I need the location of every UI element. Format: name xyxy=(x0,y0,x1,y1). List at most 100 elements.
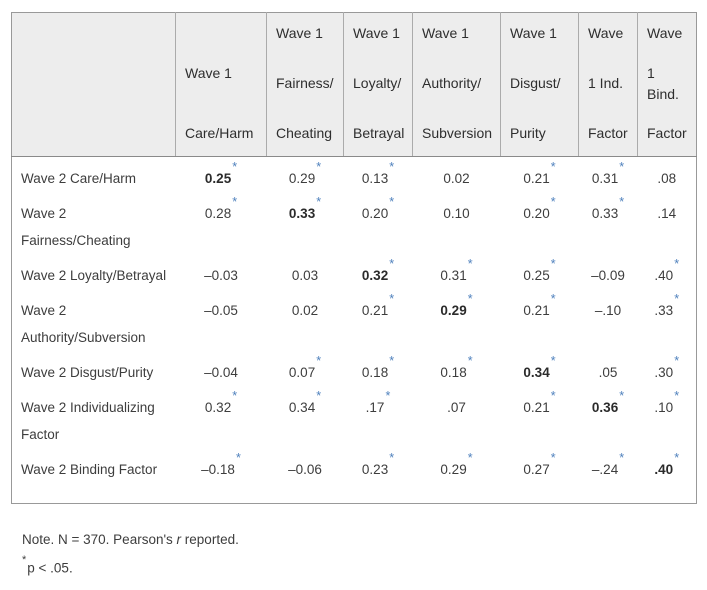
significance-star: * xyxy=(550,388,556,403)
significance-star: * xyxy=(674,353,680,368)
significance-star: * xyxy=(550,256,556,271)
correlation-cell: –.24* xyxy=(579,448,638,504)
correlation-cell: –0.03 xyxy=(176,254,267,289)
column-header-text: Wave 1 Ind. Factor xyxy=(588,23,633,144)
significance-star: * xyxy=(674,450,680,465)
correlation-value: 0.18 xyxy=(440,365,467,380)
table-row: Wave 2 Authority/Subversion –0.05 0.02 0.21… xyxy=(12,289,697,351)
row-label: Wave 2 Authority/Subversion xyxy=(21,303,146,345)
column-header-wave1-authority-subversion: Wave 1 Authority/Subversion xyxy=(412,12,501,157)
column-header-wave1-individualizing-factor: Wave 1 Ind. Factor xyxy=(578,12,638,157)
row-label: Wave 2 Disgust/Purity xyxy=(21,365,154,380)
correlation-cell: 0.29* xyxy=(267,157,344,193)
row-label: Wave 2 Care/Harm xyxy=(21,171,137,186)
correlation-value: .14 xyxy=(657,206,677,221)
column-header-text: Wave 1 Care/Harm xyxy=(185,23,262,144)
header-line-group: Purity xyxy=(510,125,546,141)
correlation-cell: –0.18* xyxy=(176,448,267,504)
correlation-cell: –0.04 xyxy=(176,351,267,386)
column-header-text: Wave 1 Loyalty/Betrayal xyxy=(353,23,408,144)
correlation-value: 0.29 xyxy=(288,171,316,186)
correlation-value: 0.36 xyxy=(591,400,619,415)
header-line-group: Factor xyxy=(588,125,628,141)
header-line-group: Cheating xyxy=(276,125,333,141)
correlation-cell: 0.27* xyxy=(501,448,579,504)
header-line-group: Wave 1 xyxy=(185,64,232,81)
correlation-cell: 0.21* xyxy=(501,386,579,448)
correlation-value: 0.34 xyxy=(288,400,316,415)
header-line-group: Loyalty/ xyxy=(353,75,402,91)
correlation-value: 0.33 xyxy=(288,206,316,221)
correlation-value: .08 xyxy=(657,171,677,186)
significance-star: * xyxy=(389,291,395,306)
correlation-cell: .33* xyxy=(638,289,697,351)
column-header-wave1-fairness-cheating: Wave 1 Fairness/Cheating xyxy=(266,12,344,157)
correlation-cell: 0.28* xyxy=(176,192,267,254)
table-header: Wave 1 Care/Harm Wave 1 Fairness/Cheating Wa… xyxy=(11,12,697,157)
correlation-value: –0.09 xyxy=(591,268,625,283)
correlation-cell: 0.10 xyxy=(413,192,501,254)
significance-star: * xyxy=(550,291,556,306)
significance-star: * xyxy=(550,450,556,465)
correlation-cell: .40* xyxy=(638,254,697,289)
header-line-group: Care/Harm xyxy=(185,125,254,141)
correlation-cell: –.10 xyxy=(579,289,638,351)
significance-text: p < .05. xyxy=(27,560,73,576)
correlation-value: 0.18 xyxy=(361,365,389,380)
column-header-text: Wave 1 Disgust/Purity xyxy=(510,23,574,144)
header-line-group: 1 Bind. xyxy=(647,64,679,102)
correlation-value: –.24 xyxy=(591,462,619,477)
header-line-group: Wave 1 xyxy=(353,25,400,41)
column-header-wave1-care-harm: Wave 1 Care/Harm xyxy=(175,12,267,157)
header-line-group: Betrayal xyxy=(353,125,405,141)
significance-star: * xyxy=(316,194,322,209)
correlation-value: 0.25 xyxy=(204,171,232,186)
row-label: Wave 2 Loyalty/Betrayal xyxy=(21,268,167,283)
correlation-cell: .05 xyxy=(579,351,638,386)
correlation-value: .05 xyxy=(598,365,618,380)
table-row: Wave 2 Individualizing Factor 0.32* 0.34*.… xyxy=(12,386,697,448)
correlation-value: .07 xyxy=(447,400,466,415)
header-line-group: Wave 1 xyxy=(422,25,469,41)
correlation-cell: 0.34* xyxy=(501,351,579,386)
pearson-r-symbol: r xyxy=(176,532,182,547)
correlation-cell: 0.36* xyxy=(579,386,638,448)
correlation-cell: 0.33* xyxy=(267,192,344,254)
correlation-cell: 0.29* xyxy=(413,448,501,504)
note-text-suffix: reported. xyxy=(181,532,239,547)
correlation-value: 0.20 xyxy=(361,206,389,221)
column-header-wave1-disgust-purity: Wave 1 Disgust/Purity xyxy=(500,12,579,157)
correlation-value: .30 xyxy=(654,365,674,380)
significance-star: * xyxy=(316,353,322,368)
note-text: Note. N = 370. Pearson's xyxy=(22,532,177,547)
correlation-cell: .30* xyxy=(638,351,697,386)
correlation-value: 0.29 xyxy=(440,303,467,318)
row-label: Wave 2 Binding Factor xyxy=(21,462,158,477)
header-line-group: Wave 1 xyxy=(510,25,557,41)
correlation-value: 0.21 xyxy=(523,171,550,186)
significance-star: * xyxy=(619,194,625,209)
correlation-cell: 0.33* xyxy=(579,192,638,254)
correlation-value: .17 xyxy=(365,400,385,415)
significance-star: * xyxy=(467,291,473,306)
correlation-cell: .40* xyxy=(638,448,697,504)
correlation-value: .10 xyxy=(654,400,674,415)
significance-note: *p < .05. xyxy=(22,552,239,581)
correlation-cell: 0.31* xyxy=(413,254,501,289)
correlation-cell: 0.02 xyxy=(413,157,501,193)
correlation-cell: 0.20* xyxy=(501,192,579,254)
column-header-text: Wave 1 Bind. Factor xyxy=(647,23,692,144)
correlation-value: –0.03 xyxy=(204,268,238,283)
correlation-cell: 0.02 xyxy=(267,289,344,351)
correlation-value: .40 xyxy=(654,268,674,283)
significance-star: * xyxy=(550,159,556,174)
correlation-value: 0.31 xyxy=(440,268,467,283)
correlation-value: –0.05 xyxy=(204,303,238,318)
significance-star: * xyxy=(467,256,473,271)
correlation-value: .40 xyxy=(654,462,674,477)
correlation-value: 0.32 xyxy=(204,400,232,415)
correlation-value: 0.34 xyxy=(523,365,550,380)
header-line-group: Disgust/ xyxy=(510,75,561,91)
correlation-cell: 0.07* xyxy=(267,351,344,386)
